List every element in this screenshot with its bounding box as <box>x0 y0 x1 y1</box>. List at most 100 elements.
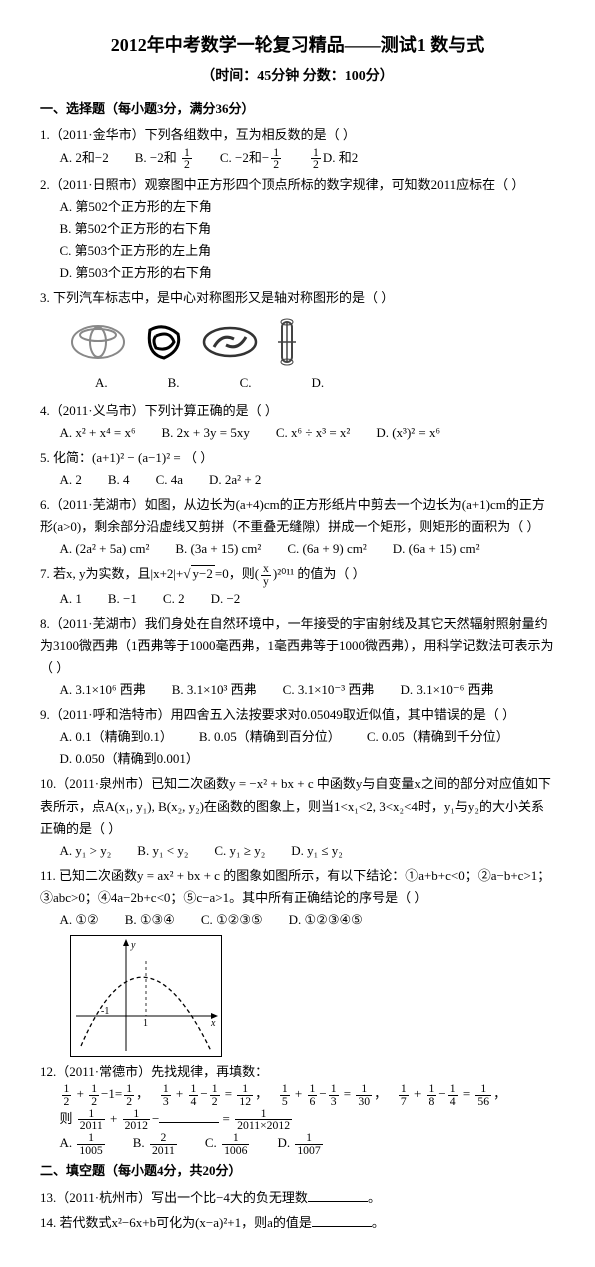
q13-stem: 13.（2011·杭州市）写出一个比−4大的负无理数 <box>40 1190 308 1205</box>
question-7: 7. 若x, y为实数，且|x+2|+√y−2=0，则(xy)²⁰¹¹ 的值为（… <box>40 563 555 610</box>
question-2: 2.（2011·日照市）观察图中正方形四个顶点所标的数字规律，可知数2011应标… <box>40 174 555 284</box>
question-4: 4.（2011·义乌市）下列计算正确的是（ ） A. x² + x⁴ = x⁶ … <box>40 400 555 444</box>
logo-row <box>70 316 555 368</box>
q5-optB: B. 4 <box>108 469 130 491</box>
question-13: 13.（2011·杭州市）写出一个比−4大的负无理数。 <box>40 1187 555 1209</box>
parabola-svg: -1 1 x y <box>71 936 221 1056</box>
question-14: 14. 若代数式x²−6x+b可化为(x−a)²+1，则a的值是。 <box>40 1212 555 1234</box>
q6-optD: D. (6a + 15) cm² <box>393 538 480 560</box>
q7-optC: C. 2 <box>163 588 185 610</box>
q7-optA: A. 1 <box>60 588 82 610</box>
q4-options: A. x² + x⁴ = x⁶ B. 2x + 3y = 5xy C. x⁶ ÷… <box>60 422 556 444</box>
q12-lines: 12 + 12−1=12， 13 + 14−12 = 112， 15 + 16−… <box>60 1083 556 1132</box>
xaxis-label: x <box>210 1018 216 1029</box>
q5-optA: A. 2 <box>60 469 82 491</box>
q6-optB: B. (3a + 15) cm² <box>175 538 261 560</box>
q1-stem: 1.（2011·金华市）下列各组数中，互为相反数的是（ ） <box>40 127 356 142</box>
q4-stem: 4.（2011·义乌市）下列计算正确的是（ ） <box>40 403 278 418</box>
q12-optB: B. 22011 <box>133 1132 179 1156</box>
sqrt-y2: y−2 <box>191 565 215 581</box>
q6-stem: 6.（2011·芜湖市）如图，从边长为(a+4)cm的正方形纸片中剪去一个边长为… <box>40 497 545 534</box>
question-12: 12.（2011·常德市）先找规律，再填数： 12 + 12−1=12， 13 … <box>40 1061 555 1156</box>
q2-options: A. 第502个正方形的左下角 B. 第502个正方形的右下角 C. 第503个… <box>60 196 556 284</box>
q11-stem: 11. 已知二次函数y = ax² + bx + c 的图象如图所示，有以下结论… <box>40 868 550 905</box>
q14-blank <box>312 1226 372 1227</box>
q12-optD: D. 11007 <box>277 1132 324 1156</box>
q10-optC: C. y₁ ≥ y₂ <box>214 840 265 862</box>
question-3: 3. 下列汽车标志中，是中心对称图形又是轴对称图形的是（ ） <box>40 287 555 309</box>
logo-hyundai-icon <box>202 325 258 359</box>
q8-options: A. 3.1×10⁶ 西弗 B. 3.1×10³ 西弗 C. 3.1×10⁻³ … <box>60 679 556 701</box>
section2-header: 二、填空题（每小题4分，共20分） <box>40 1160 555 1182</box>
q12-stem: 12.（2011·常德市）先找规律，再填数： <box>40 1064 268 1079</box>
xlabel-1: 1 <box>143 1018 148 1029</box>
q12-optA: A. 11005 <box>60 1132 107 1156</box>
q1-optC: C. −2和−12 <box>220 147 283 171</box>
q3-label-b: B. <box>168 372 180 394</box>
q2-optB: B. 第502个正方形的右下角 <box>60 218 556 240</box>
q1-optA: A. 2和−2 <box>60 147 109 171</box>
q10-stem: 10.（2011·泉州市）已知二次函数y = −x² + bx + c 中函数y… <box>40 776 551 835</box>
q7-stem: 7. 若x, y为实数，且|x+2|+ <box>40 566 183 581</box>
q9-options: A. 0.1（精确到0.1） B. 0.05（精确到百分位） C. 0.05（精… <box>60 726 556 770</box>
q10-optD: D. y₁ ≤ y₂ <box>291 840 343 862</box>
q5-optD: D. 2a² + 2 <box>209 469 261 491</box>
q9-optB: B. 0.05（精确到百分位） <box>199 726 341 748</box>
q8-stem: 8.（2011·芜湖市）我们身处在自然环境中，一年接受的宇宙射线及其它天然辐射照… <box>40 616 554 675</box>
q6-optA: A. (2a² + 5a) cm² <box>60 538 150 560</box>
logo-lincoln-icon <box>274 316 300 368</box>
q3-labels: A. B. C. D. <box>95 372 555 394</box>
question-5: 5. 化简：(a+1)² − (a−1)² = （ ） A. 2 B. 4 C.… <box>40 447 555 491</box>
q4-optB: B. 2x + 3y = 5xy <box>162 422 250 444</box>
q14-stem: 14. 若代数式 <box>40 1215 112 1230</box>
q3-stem: 3. 下列汽车标志中，是中心对称图形又是轴对称图形的是（ ） <box>40 290 394 305</box>
q1-options: A. 2和−2 B. −2和 12 C. −2和−12 12D. 和2 <box>60 147 556 171</box>
q9-optA: A. 0.1（精确到0.1） <box>60 726 173 748</box>
q8-optC: C. 3.1×10⁻³ 西弗 <box>283 679 375 701</box>
question-9: 9.（2011·呼和浩特市）用四舍五入法按要求对0.05049取近似值，其中错误… <box>40 704 555 770</box>
question-11: 11. 已知二次函数y = ax² + bx + c 的图象如图所示，有以下结论… <box>40 865 555 931</box>
q7-optB: B. −1 <box>108 588 137 610</box>
q3-label-d: D. <box>311 372 324 394</box>
q4-optD: D. (x³)² = x⁶ <box>376 422 440 444</box>
q8-optA: A. 3.1×10⁶ 西弗 <box>60 679 146 701</box>
page-title: 2012年中考数学一轮复习精品——测试1 数与式 <box>40 30 555 61</box>
q7-options: A. 1 B. −1 C. 2 D. −2 <box>60 588 556 610</box>
q4-optC: C. x⁶ ÷ x³ = x² <box>276 422 350 444</box>
q2-optA: A. 第502个正方形的左下角 <box>60 196 556 218</box>
q14-expr: x²−6x+b <box>112 1215 157 1230</box>
q7-optD: D. −2 <box>211 588 241 610</box>
yaxis-label: y <box>130 940 136 951</box>
q11-optA: A. ①② <box>60 909 99 931</box>
q5-options: A. 2 B. 4 C. 4a D. 2a² + 2 <box>60 469 556 491</box>
q5-stem: 5. 化简：(a+1)² − (a−1)² = （ ） <box>40 450 213 465</box>
q1-optD: 12D. 和2 <box>309 147 358 171</box>
q6-optC: C. (6a + 9) cm² <box>287 538 366 560</box>
q11-optD: D. ①②③④⑤ <box>289 909 363 931</box>
q13-blank <box>308 1201 368 1202</box>
q10-optB: B. y₁ < y₂ <box>137 840 188 862</box>
xlabel-neg1: -1 <box>101 1006 109 1017</box>
q4-optA: A. x² + x⁴ = x⁶ <box>60 422 136 444</box>
q8-optD: D. 3.1×10⁻⁶ 西弗 <box>400 679 493 701</box>
q1-optB: B. −2和 12 <box>135 147 194 171</box>
parabola-graph: -1 1 x y <box>70 935 222 1057</box>
q9-stem: 9.（2011·呼和浩特市）用四舍五入法按要求对0.05049取近似值，其中错误… <box>40 707 515 722</box>
question-8: 8.（2011·芜湖市）我们身处在自然环境中，一年接受的宇宙射线及其它天然辐射照… <box>40 613 555 701</box>
question-6: 6.（2011·芜湖市）如图，从边长为(a+4)cm的正方形纸片中剪去一个边长为… <box>40 494 555 560</box>
q2-stem: 2.（2011·日照市）观察图中正方形四个顶点所标的数字规律，可知数2011应标… <box>40 177 524 192</box>
q5-optC: C. 4a <box>156 469 183 491</box>
q6-options: A. (2a² + 5a) cm² B. (3a + 15) cm² C. (6… <box>60 538 556 560</box>
question-1: 1.（2011·金华市）下列各组数中，互为相反数的是（ ） A. 2和−2 B.… <box>40 124 555 171</box>
q9-optC: C. 0.05（精确到千分位） <box>367 726 509 748</box>
section1-header: 一、选择题（每小题3分，满分36分） <box>40 98 555 120</box>
q10-optA: A. y₁ > y₂ <box>60 840 112 862</box>
q12-options: A. 11005 B. 22011 C. 11006 D. 11007 <box>60 1132 556 1156</box>
q9-optD: D. 0.050（精确到0.001） <box>60 748 199 770</box>
q8-optB: B. 3.1×10³ 西弗 <box>172 679 257 701</box>
logo-b-icon <box>142 322 186 362</box>
q10-options: A. y₁ > y₂ B. y₁ < y₂ C. y₁ ≥ y₂ D. y₁ ≤… <box>60 840 556 862</box>
q11-optB: B. ①③④ <box>125 909 175 931</box>
q3-label-c: C. <box>240 372 252 394</box>
q3-label-a: A. <box>95 372 108 394</box>
